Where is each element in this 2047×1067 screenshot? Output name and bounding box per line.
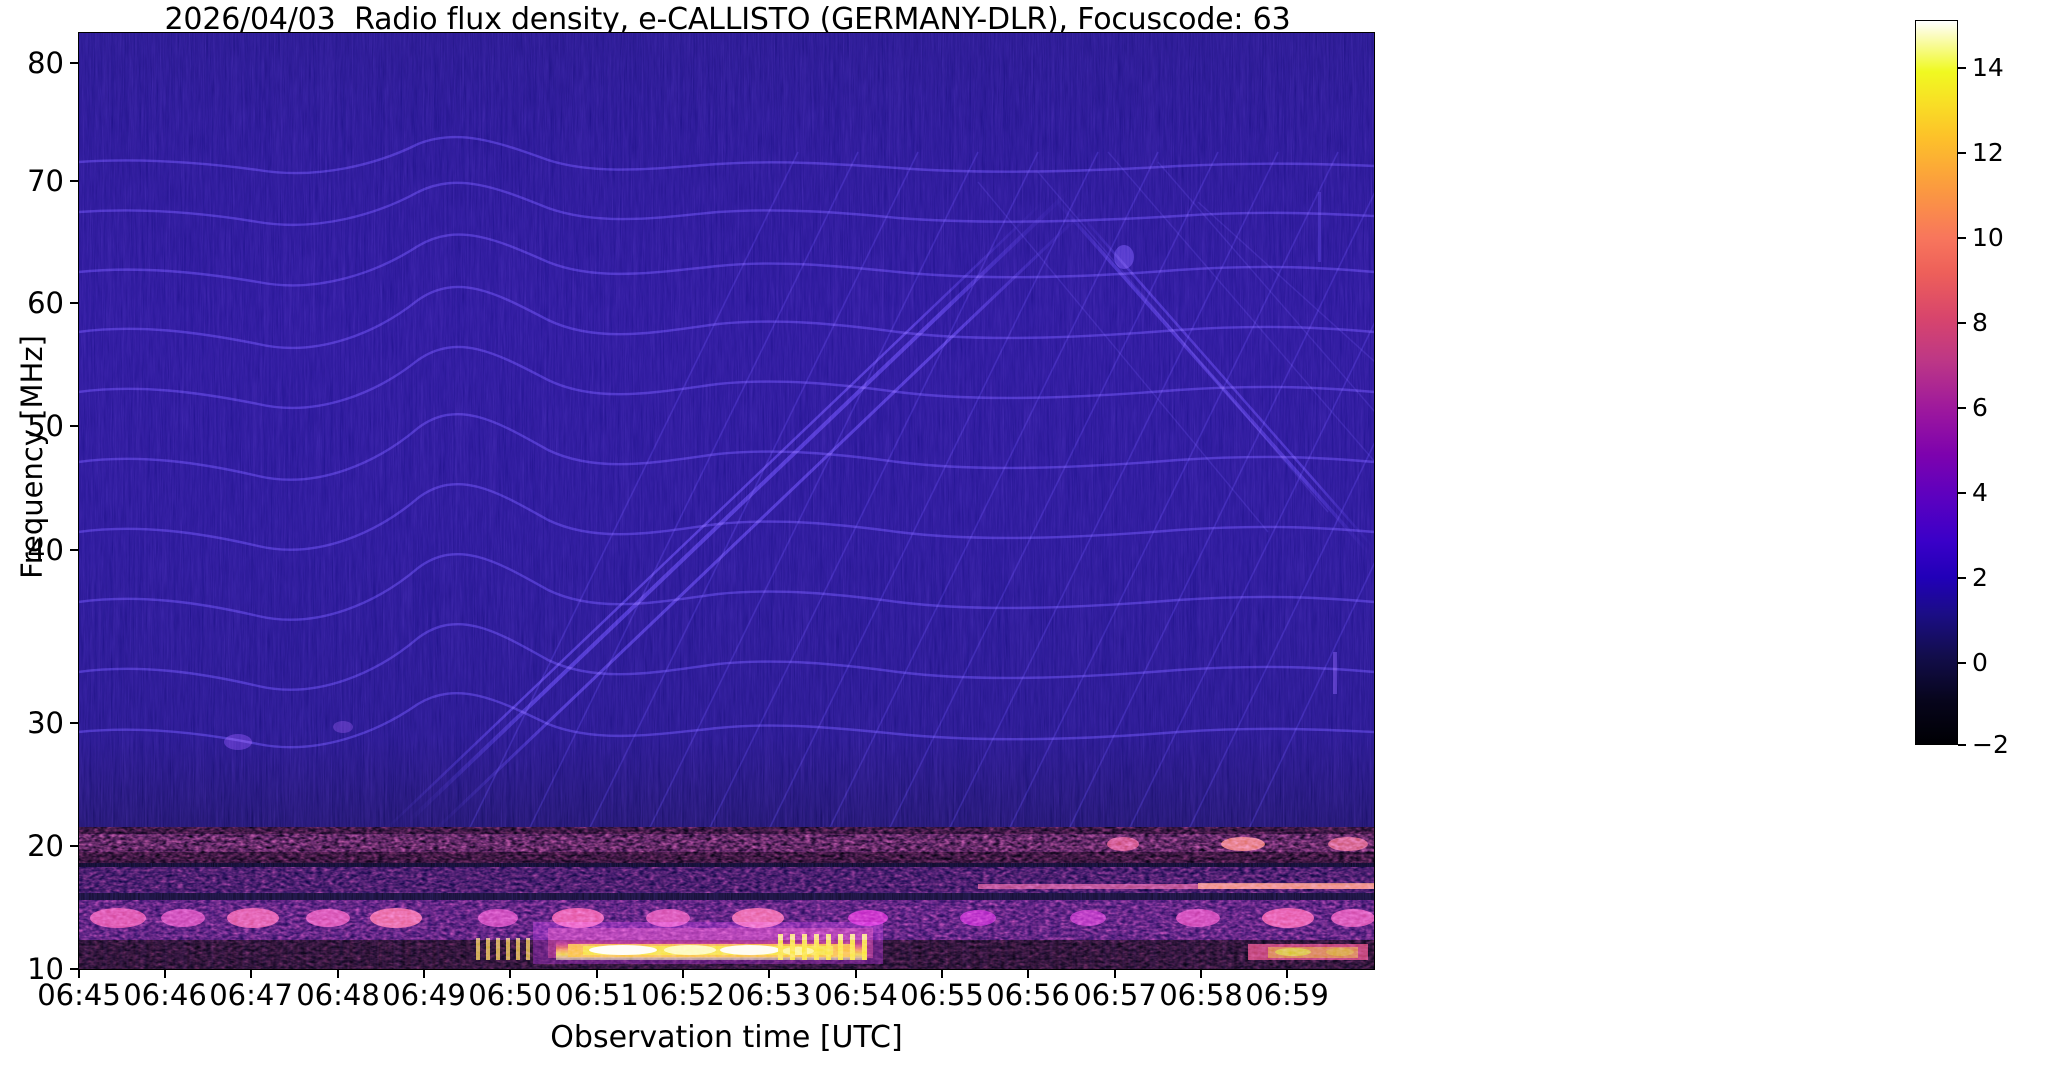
xtick-mark <box>855 970 857 978</box>
ytick-label: 10 <box>27 952 64 986</box>
xtick-label: 06:56 <box>986 978 1070 1012</box>
xtick-label: 06:51 <box>555 978 639 1012</box>
xtick-label: 06:59 <box>1245 978 1329 1012</box>
colorbar-tick-mark <box>1958 322 1966 324</box>
colorbar-tick-mark <box>1958 662 1966 664</box>
xtick-mark <box>1286 970 1288 978</box>
xtick-label: 06:53 <box>727 978 811 1012</box>
ytick-label: 60 <box>27 286 64 320</box>
spectrogram-image <box>78 32 1375 970</box>
xtick-mark <box>337 970 339 978</box>
xtick-mark <box>423 970 425 978</box>
colorbar-tick-label: 2 <box>1972 563 1988 592</box>
ytick-label: 70 <box>27 164 64 198</box>
ytick-mark <box>70 968 78 970</box>
xtick-label: 06:50 <box>468 978 552 1012</box>
colorbar-tick-mark <box>1958 577 1966 579</box>
colorbar-tick-label: 4 <box>1972 478 1988 507</box>
xtick-mark <box>768 970 770 978</box>
ytick-label: 50 <box>27 409 64 443</box>
xtick-label: 06:48 <box>296 978 380 1012</box>
colorbar-tick-mark <box>1958 744 1966 746</box>
ytick-mark <box>70 425 78 427</box>
ytick-mark <box>70 549 78 551</box>
colorbar-tick-label: −2 <box>1972 730 2009 759</box>
xtick-mark <box>164 970 166 978</box>
xtick-label: 06:54 <box>814 978 898 1012</box>
xtick-label: 06:45 <box>37 978 121 1012</box>
ytick-mark <box>70 722 78 724</box>
page-title: 2026/04/03 Radio flux density, e-CALLIST… <box>164 2 1291 37</box>
xtick-label: 06:55 <box>900 978 984 1012</box>
xtick-label: 06:52 <box>641 978 725 1012</box>
xtick-label: 06:58 <box>1159 978 1243 1012</box>
xtick-label: 06:57 <box>1073 978 1157 1012</box>
xtick-mark <box>682 970 684 978</box>
xtick-mark <box>78 970 80 978</box>
xtick-mark <box>941 970 943 978</box>
colorbar-tick-mark <box>1958 152 1966 154</box>
colorbar-tick-mark <box>1958 492 1966 494</box>
colorbar-tick-label: 10 <box>1972 223 2004 252</box>
ytick-mark <box>70 180 78 182</box>
ytick-label: 80 <box>27 46 64 80</box>
xtick-mark <box>1027 970 1029 978</box>
x-axis-label: Observation time [UTC] <box>550 1020 903 1055</box>
ytick-mark <box>70 62 78 64</box>
ytick-label: 20 <box>27 829 64 863</box>
colorbar-tick-mark <box>1958 407 1966 409</box>
ytick-mark <box>70 302 78 304</box>
colorbar-tick-mark <box>1958 237 1966 239</box>
colorbar-tick-label: 8 <box>1972 308 1988 337</box>
xtick-label: 06:47 <box>209 978 293 1012</box>
xtick-mark <box>250 970 252 978</box>
colorbar-tick-label: 14 <box>1972 53 2004 82</box>
xtick-label: 06:46 <box>123 978 207 1012</box>
colorbar-tick-label: 6 <box>1972 393 1988 422</box>
colorbar-tick-label: 12 <box>1972 138 2004 167</box>
xtick-mark <box>1200 970 1202 978</box>
ytick-label: 40 <box>27 533 64 567</box>
ytick-label: 30 <box>27 706 64 740</box>
spectrogram-plot-area[interactable] <box>78 32 1375 970</box>
xtick-mark <box>509 970 511 978</box>
ytick-mark <box>70 845 78 847</box>
colorbar-tick-mark <box>1958 67 1966 69</box>
xtick-label: 06:49 <box>382 978 466 1012</box>
colorbar[interactable] <box>1915 20 1958 745</box>
colorbar-tick-label: 0 <box>1972 648 1988 677</box>
xtick-mark <box>1114 970 1116 978</box>
xtick-mark <box>596 970 598 978</box>
y-axis-label: Frequency [MHz] <box>15 335 49 579</box>
